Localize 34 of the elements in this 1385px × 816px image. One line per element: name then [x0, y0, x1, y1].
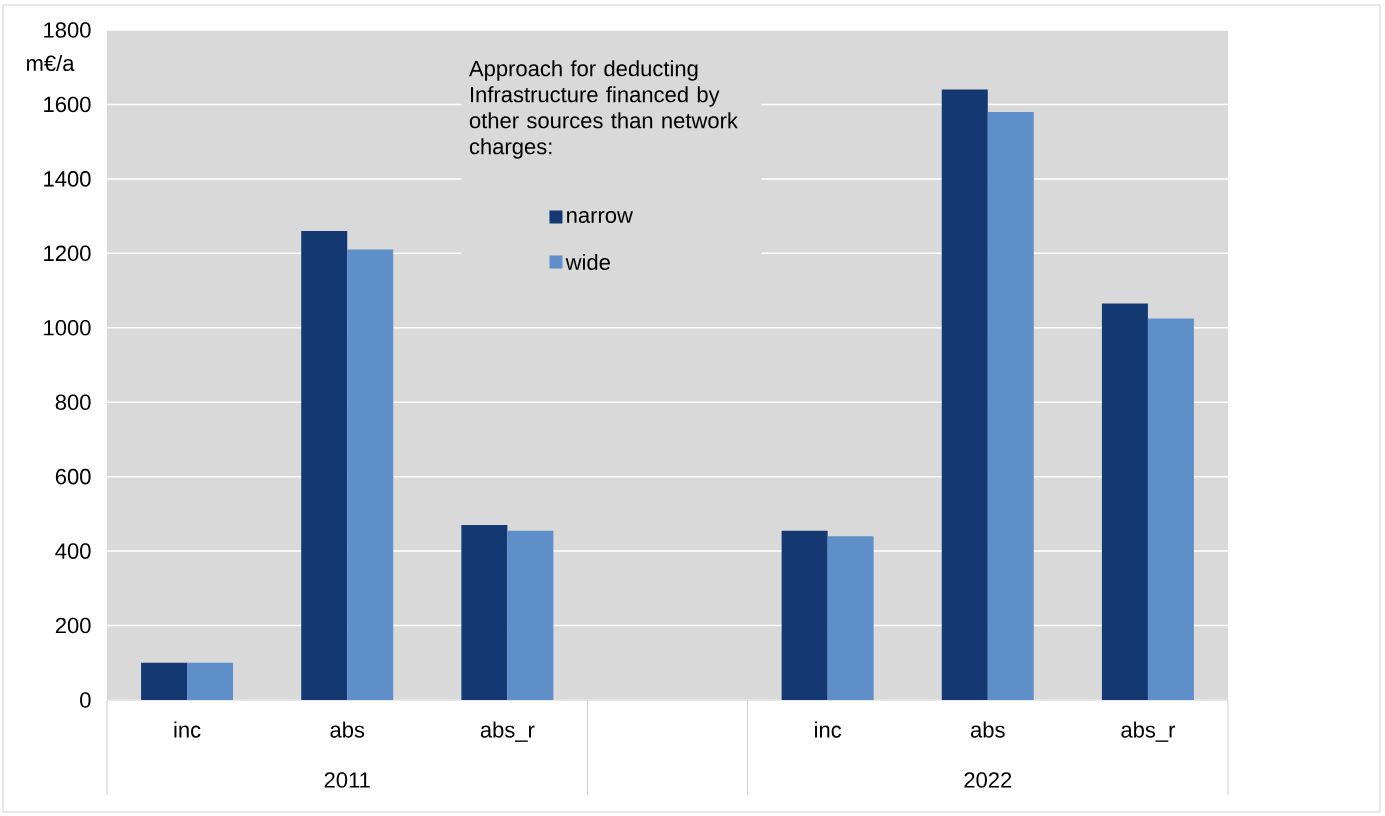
x-tick-label: abs_r: [1121, 721, 1176, 742]
y-tick-label: 200: [55, 617, 91, 634]
x-tick-label: abs: [970, 721, 1005, 738]
y-tick-label: 1400: [44, 171, 91, 187]
y-tick-label: 1800: [44, 22, 91, 38]
bar: [1101, 303, 1148, 700]
bar: [827, 536, 874, 700]
bar: [987, 111, 1034, 700]
y-tick-label: 800: [55, 394, 91, 410]
bar: [347, 249, 394, 700]
text: 2022: [964, 772, 1012, 788]
y-tick-label: 600: [55, 468, 91, 485]
bar: [187, 662, 234, 700]
text: 2011: [324, 772, 370, 788]
x-tick-label: inc: [815, 721, 842, 738]
bar: [1147, 318, 1194, 700]
y-tick-label: 1600: [44, 96, 91, 113]
bar: [301, 230, 348, 700]
legend-label: wide: [565, 253, 610, 271]
x-tick-label: inc: [174, 721, 201, 738]
legend-label: narrow: [567, 210, 633, 224]
y-axis-title: m€/a: [27, 54, 75, 72]
y-tick-label: 1000: [44, 319, 91, 336]
bar: [941, 89, 988, 700]
legend-title: Approach for deducting Infrastructure financed by other sources than network charges:: [469, 60, 738, 159]
bar: [781, 530, 828, 700]
bar: [461, 525, 508, 700]
bar: [141, 662, 188, 700]
y-tick-label: 400: [55, 543, 91, 559]
x-tick-label: abs: [330, 721, 365, 738]
y-tick-label: 0: [80, 692, 91, 708]
bar: [507, 530, 554, 700]
x-tick-label: abs_r: [480, 721, 535, 742]
y-tick-label: 1200: [44, 245, 91, 262]
